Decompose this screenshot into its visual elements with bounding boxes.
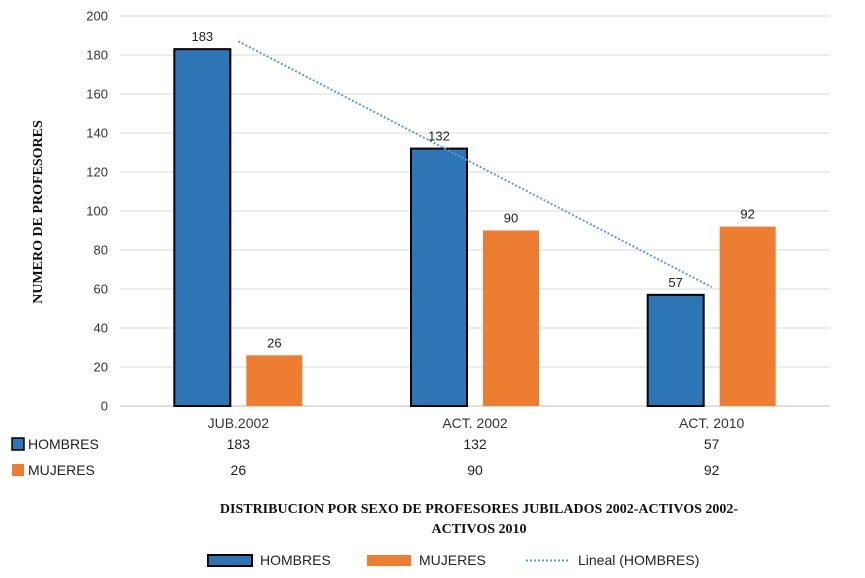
data-label: 183 [191, 29, 213, 44]
trendline [237, 40, 713, 288]
y-tick-label: 180 [86, 48, 108, 63]
x-category-label: ACT. 2010 [679, 415, 745, 431]
legend-swatch-hombres [207, 554, 253, 567]
trendline-hombres [237, 40, 713, 288]
gridlines [120, 15, 830, 407]
data-label: 26 [267, 335, 281, 350]
y-tick-label: 40 [94, 321, 108, 336]
y-axis-ticks: 0 20 40 60 80 100 120 140 160 180 200 [86, 9, 108, 414]
table-cell: 132 [463, 436, 487, 452]
bar-mujeres [483, 230, 539, 406]
bars [173, 48, 776, 408]
table-cell: 26 [231, 462, 247, 478]
table-cell: 92 [704, 462, 720, 478]
bar-hombres [173, 48, 232, 408]
table-row-label: MUJERES [28, 462, 95, 478]
bar-mujeres [246, 355, 303, 406]
y-tick-label: 200 [86, 9, 108, 24]
legend-label: MUJERES [419, 552, 486, 568]
data-labels: 183 26 132 90 57 92 [191, 29, 754, 350]
y-tick-label: 140 [86, 126, 108, 141]
legend-swatch-mujeres [367, 555, 411, 566]
x-axis-categories: JUB.2002 ACT. 2002 ACT. 2010 [208, 415, 745, 431]
table-cell: 90 [467, 462, 483, 478]
y-axis-title: NUMERO DE PROFESORES [31, 120, 46, 304]
y-tick-label: 60 [94, 282, 108, 297]
bar-hombres [410, 147, 468, 407]
y-tick-label: 100 [86, 204, 108, 219]
bar-mujeres [719, 226, 776, 406]
data-label: 92 [740, 207, 754, 222]
y-tick-label: 0 [101, 399, 108, 414]
x-category-label: ACT. 2002 [442, 415, 508, 431]
x-axis-title-line-1: DISTRIBUCION POR SEXO DE PROFESORES JUBI… [220, 502, 739, 517]
x-category-label: JUB.2002 [208, 415, 270, 431]
x-axis-title-line-2: ACTIVOS 2010 [431, 522, 526, 537]
y-tick-label: 20 [94, 360, 108, 375]
y-tick-label: 120 [86, 165, 108, 180]
data-label: 132 [428, 129, 450, 144]
data-table: HOMBRES 183 132 57 MUJERES 26 90 92 [11, 436, 720, 478]
legend-label: Lineal (HOMBRES) [578, 552, 699, 568]
table-key-mujeres [12, 464, 24, 476]
table-cell: 183 [227, 436, 251, 452]
legend-label: HOMBRES [260, 552, 331, 568]
y-tick-label: 80 [94, 243, 108, 258]
legend: HOMBRES MUJERES Lineal (HOMBRES) [207, 552, 699, 568]
data-label: 90 [504, 211, 518, 226]
table-cell: 57 [704, 436, 720, 452]
table-row-label: HOMBRES [28, 436, 99, 452]
table-key-hombres [11, 437, 25, 451]
data-label: 57 [668, 275, 682, 290]
y-tick-label: 160 [86, 87, 108, 102]
bar-hombres [646, 293, 705, 408]
